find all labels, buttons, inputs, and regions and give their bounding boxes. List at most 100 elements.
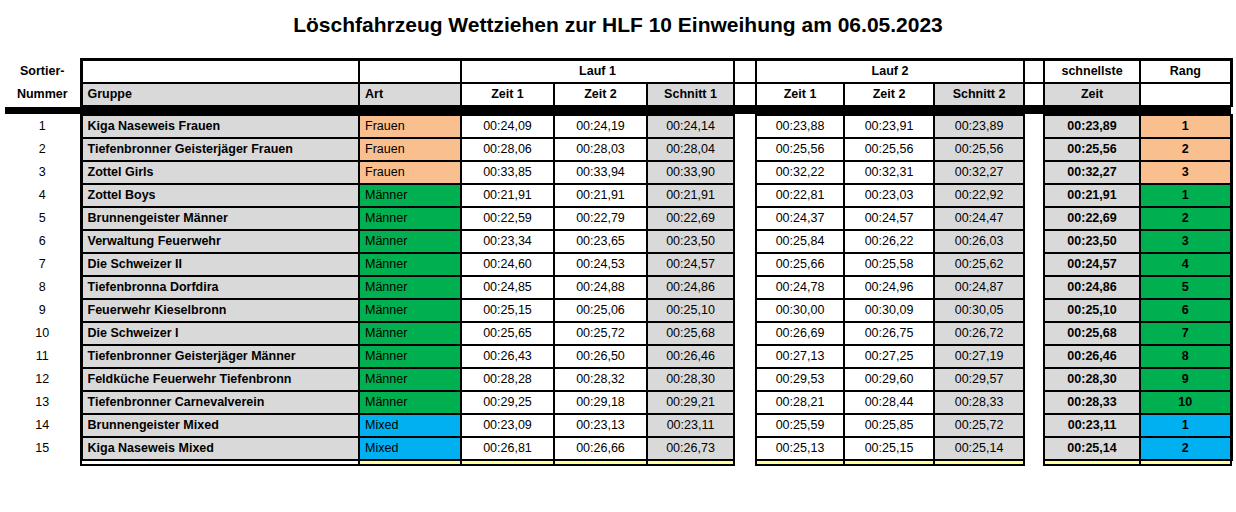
cell-lauf2-schnitt: 00:32,27	[934, 161, 1024, 184]
cell-lauf1-schnitt: 00:21,91	[647, 184, 734, 207]
table-row: 12Feldküche Feuerwehr TiefenbronnMänner0…	[5, 368, 1231, 391]
cell-lauf1-schnitt: 00:33,90	[647, 161, 734, 184]
schnellste-zeit-header: Zeit	[1044, 83, 1140, 106]
cell-lauf1-zeit2: 00:26,66	[554, 437, 647, 460]
partial-next-row	[5, 460, 1231, 465]
cell-gruppe: Brunnengeister Männer	[81, 207, 359, 230]
gruppe-header: Gruppe	[81, 83, 359, 106]
spacer-cell	[734, 391, 756, 414]
cell-lauf2-zeit1: 00:29,53	[756, 368, 844, 391]
cell-lauf2-zeit2: 00:28,44	[844, 391, 934, 414]
table-row: 5Brunnengeister MännerMänner00:22,5900:2…	[5, 207, 1231, 230]
rang-header-blank	[1140, 83, 1231, 106]
spacer-header-cell	[1024, 60, 1044, 83]
table-row: 9Feuerwehr KieselbronnMänner00:25,1500:2…	[5, 299, 1231, 322]
cell-lauf1-schnitt: 00:23,50	[647, 230, 734, 253]
cell-gruppe: Die Schweizer II	[81, 253, 359, 276]
cell-art: Männer	[359, 322, 461, 345]
partial-cell	[756, 460, 844, 465]
partial-cell	[359, 460, 461, 465]
cell-lauf1-zeit1: 00:28,06	[461, 138, 554, 161]
spacer-cell	[1024, 207, 1044, 230]
cell-rang: 8	[1140, 345, 1231, 368]
cell-sort-number: 4	[5, 184, 81, 207]
cell-lauf2-zeit1: 00:24,78	[756, 276, 844, 299]
cell-lauf2-zeit1: 00:26,69	[756, 322, 844, 345]
cell-lauf2-schnitt: 00:25,14	[934, 437, 1024, 460]
cell-lauf2-schnitt: 00:29,57	[934, 368, 1024, 391]
schnitt2-header: Schnitt 2	[934, 83, 1024, 106]
cell-lauf2-schnitt: 00:24,87	[934, 276, 1024, 299]
art-header-blank	[359, 60, 461, 83]
spacer-cell	[1024, 437, 1044, 460]
cell-sort-number: 15	[5, 437, 81, 460]
cell-lauf2-zeit2: 00:25,85	[844, 414, 934, 437]
cell-sort-number: 1	[5, 115, 81, 138]
table-row: 1Kiga Naseweis FrauenFrauen00:24,0900:24…	[5, 115, 1231, 138]
gruppe-header-blank	[81, 60, 359, 83]
spacer-cell	[734, 322, 756, 345]
cell-lauf2-zeit1: 00:24,37	[756, 207, 844, 230]
cell-lauf1-zeit2: 00:25,06	[554, 299, 647, 322]
cell-gruppe: Kiga Naseweis Mixed	[81, 437, 359, 460]
cell-lauf2-schnitt: 00:23,89	[934, 115, 1024, 138]
spacer-cell	[1024, 184, 1044, 207]
cell-rang: 3	[1140, 161, 1231, 184]
table-row: 11Tiefenbronner Geisterjäger MännerMänne…	[5, 345, 1231, 368]
cell-art: Männer	[359, 276, 461, 299]
cell-art: Männer	[359, 184, 461, 207]
cell-lauf2-zeit1: 00:25,13	[756, 437, 844, 460]
cell-lauf2-zeit2: 00:27,25	[844, 345, 934, 368]
cell-schnellste-zeit: 00:32,27	[1044, 161, 1140, 184]
cell-lauf1-schnitt: 00:28,30	[647, 368, 734, 391]
cell-lauf2-zeit2: 00:30,09	[844, 299, 934, 322]
cell-gruppe: Zottel Girls	[81, 161, 359, 184]
spacer-cell	[734, 230, 756, 253]
cell-schnellste-zeit: 00:22,69	[1044, 207, 1140, 230]
lauf1-zeit1-header: Zeit 1	[461, 83, 554, 106]
cell-sort-number: 9	[5, 299, 81, 322]
cell-sort-number: 5	[5, 207, 81, 230]
cell-lauf1-zeit1: 00:23,09	[461, 414, 554, 437]
cell-sort-number: 10	[5, 322, 81, 345]
spacer-cell	[1024, 391, 1044, 414]
cell-art: Männer	[359, 230, 461, 253]
cell-lauf2-zeit1: 00:22,81	[756, 184, 844, 207]
results-sheet: Löschfahrzeug Wettziehen zur HLF 10 Einw…	[0, 0, 1236, 512]
cell-schnellste-zeit: 00:24,57	[1044, 253, 1140, 276]
cell-sort-number: 6	[5, 230, 81, 253]
lauf1-header: Lauf 1	[461, 60, 734, 83]
lauf2-zeit1-header: Zeit 1	[756, 83, 844, 106]
spacer-cell	[1024, 322, 1044, 345]
cell-lauf1-schnitt: 00:23,11	[647, 414, 734, 437]
results-table: Sortier- Lauf 1 Lauf 2 schnellste Rang N…	[5, 58, 1233, 466]
schnellste-header: schnellste	[1044, 60, 1140, 83]
spacer-cell	[734, 253, 756, 276]
cell-rang: 6	[1140, 299, 1231, 322]
cell-lauf1-zeit2: 00:23,13	[554, 414, 647, 437]
cell-lauf2-zeit2: 00:23,91	[844, 115, 934, 138]
spacer-cell	[734, 345, 756, 368]
cell-sort-number: 2	[5, 138, 81, 161]
cell-lauf1-zeit2: 00:26,50	[554, 345, 647, 368]
cell-schnellste-zeit: 00:25,14	[1044, 437, 1140, 460]
partial-cell	[1024, 460, 1044, 465]
spacer-cell	[1024, 276, 1044, 299]
cell-lauf2-schnitt: 00:26,72	[934, 322, 1024, 345]
cell-lauf2-schnitt: 00:25,62	[934, 253, 1024, 276]
cell-art: Mixed	[359, 414, 461, 437]
spacer-cell	[1024, 253, 1044, 276]
cell-lauf1-schnitt: 00:26,46	[647, 345, 734, 368]
cell-schnellste-zeit: 00:23,11	[1044, 414, 1140, 437]
cell-lauf2-zeit2: 00:29,60	[844, 368, 934, 391]
cell-lauf2-zeit1: 00:25,84	[756, 230, 844, 253]
spacer-cell	[1024, 345, 1044, 368]
partial-cell	[554, 460, 647, 465]
spacer-cell	[734, 115, 756, 138]
cell-gruppe: Feuerwehr Kieselbronn	[81, 299, 359, 322]
spacer-cell	[734, 368, 756, 391]
cell-lauf2-zeit2: 00:26,75	[844, 322, 934, 345]
cell-art: Männer	[359, 253, 461, 276]
cell-rang: 1	[1140, 414, 1231, 437]
rang-header: Rang	[1140, 60, 1231, 83]
